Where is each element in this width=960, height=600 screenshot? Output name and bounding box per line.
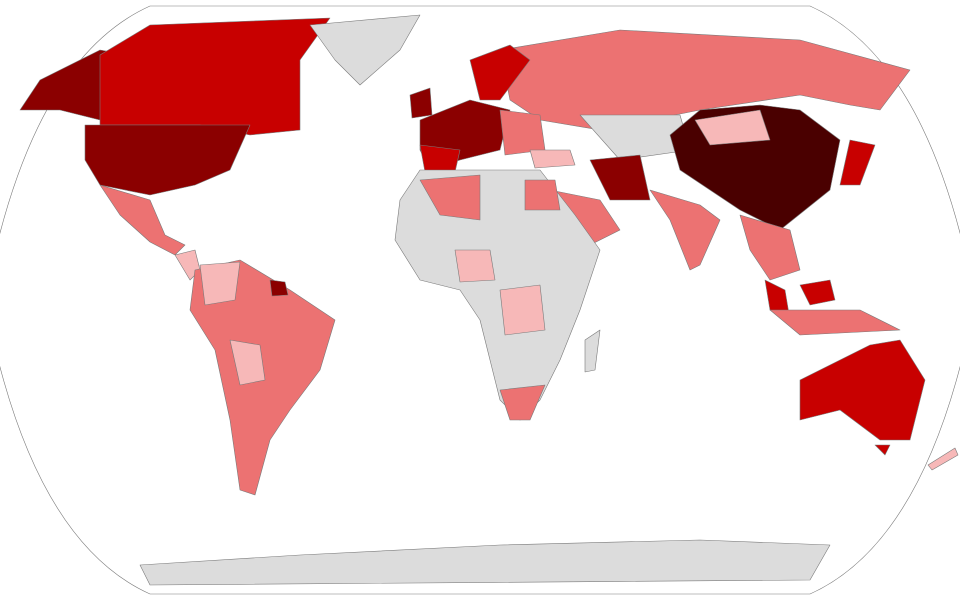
region: [927, 447, 959, 471]
region: [409, 87, 433, 119]
region: [269, 279, 289, 297]
region: [799, 279, 836, 306]
region: [529, 149, 576, 169]
region: [229, 339, 266, 386]
region: [139, 539, 831, 586]
region: [84, 124, 251, 196]
region: [469, 44, 531, 101]
region: [874, 444, 891, 456]
region: [499, 284, 546, 336]
region: [199, 261, 241, 306]
region: [584, 329, 601, 373]
region: [419, 174, 481, 221]
region: [309, 14, 421, 86]
region: [499, 384, 546, 421]
region: [524, 179, 561, 211]
region: [739, 214, 801, 281]
region: [769, 309, 901, 336]
region: [839, 139, 876, 186]
region: [589, 154, 651, 201]
region: [99, 184, 186, 256]
region: [454, 249, 496, 283]
region: [499, 109, 546, 156]
region: [649, 189, 721, 271]
region: [99, 17, 331, 136]
region: [799, 339, 926, 441]
region: [694, 109, 771, 146]
region: [419, 144, 461, 173]
